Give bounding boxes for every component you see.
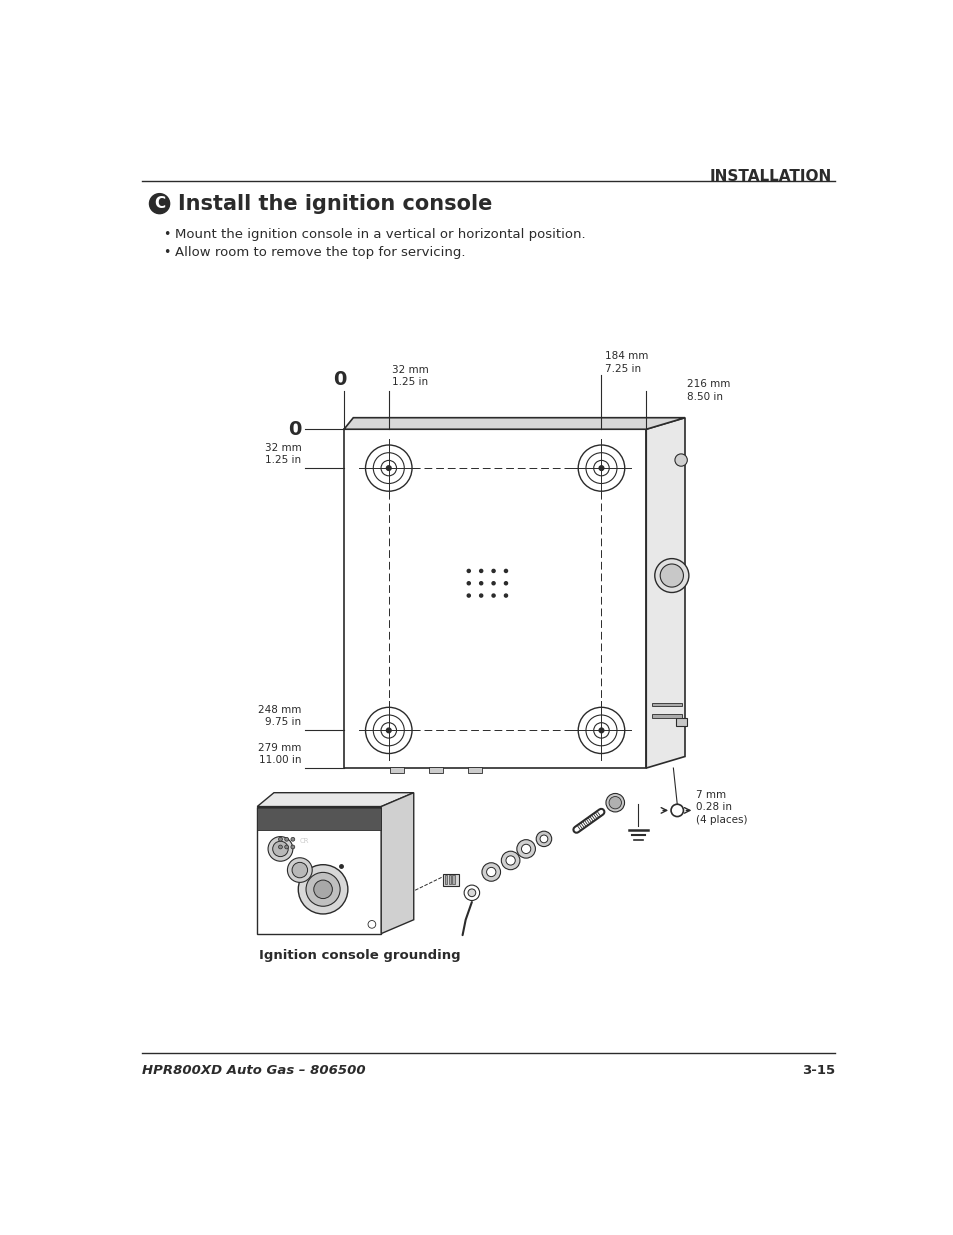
Circle shape (608, 797, 620, 809)
Bar (448, 876, 451, 884)
Circle shape (504, 569, 507, 573)
Text: 216 mm
8.50 in: 216 mm 8.50 in (686, 379, 729, 401)
Text: 7 mm
0.28 in
(4 places): 7 mm 0.28 in (4 places) (695, 790, 746, 825)
Circle shape (284, 845, 289, 848)
Polygon shape (381, 793, 414, 934)
Text: 0: 0 (334, 370, 347, 389)
Circle shape (674, 454, 686, 466)
Polygon shape (645, 417, 684, 768)
Circle shape (504, 594, 507, 597)
Text: 3-15: 3-15 (801, 1063, 835, 1077)
Circle shape (365, 445, 412, 492)
Text: 279 mm
11.00 in: 279 mm 11.00 in (257, 742, 301, 764)
Circle shape (386, 466, 391, 471)
Circle shape (578, 445, 624, 492)
Circle shape (467, 569, 470, 573)
Circle shape (373, 453, 404, 484)
Circle shape (492, 569, 495, 573)
Circle shape (481, 863, 500, 882)
Text: 248 mm
9.75 in: 248 mm 9.75 in (257, 705, 301, 727)
Text: Install the ignition console: Install the ignition console (178, 194, 492, 214)
Circle shape (278, 837, 282, 841)
Text: Mount the ignition console in a vertical or horizontal position.: Mount the ignition console in a vertical… (174, 227, 585, 241)
Bar (257, 806, 381, 934)
Circle shape (306, 872, 340, 906)
Circle shape (500, 851, 519, 869)
Circle shape (298, 864, 348, 914)
Circle shape (291, 845, 294, 848)
Circle shape (593, 722, 609, 739)
Bar (452, 876, 455, 884)
Text: Allow room to remove the top for servicing.: Allow room to remove the top for servici… (174, 246, 465, 259)
Polygon shape (344, 417, 684, 430)
Text: Ignition console grounding: Ignition console grounding (258, 948, 460, 962)
Text: •: • (164, 246, 171, 259)
Circle shape (521, 845, 530, 853)
Bar (257, 808, 381, 830)
Bar (675, 718, 686, 726)
Circle shape (373, 715, 404, 746)
Circle shape (670, 804, 682, 816)
Circle shape (593, 461, 609, 475)
Circle shape (365, 708, 412, 753)
Bar (444, 876, 447, 884)
Bar (390, 767, 404, 773)
Circle shape (598, 466, 603, 471)
Text: 184 mm
7.25 in: 184 mm 7.25 in (604, 352, 647, 374)
Circle shape (467, 594, 470, 597)
Circle shape (505, 856, 515, 864)
Circle shape (150, 194, 170, 214)
Circle shape (468, 889, 476, 897)
Bar (429, 767, 443, 773)
Circle shape (492, 594, 495, 597)
Circle shape (291, 837, 294, 841)
Circle shape (380, 722, 396, 739)
Circle shape (284, 837, 289, 841)
Text: 32 mm
1.25 in: 32 mm 1.25 in (392, 364, 428, 387)
Circle shape (578, 708, 624, 753)
Text: 32 mm
1.25 in: 32 mm 1.25 in (264, 442, 301, 466)
Circle shape (479, 594, 482, 597)
Circle shape (314, 881, 332, 899)
Circle shape (654, 558, 688, 593)
Circle shape (268, 836, 293, 861)
Circle shape (517, 840, 535, 858)
Circle shape (492, 582, 495, 585)
Bar (468, 767, 481, 773)
Circle shape (386, 729, 391, 732)
Text: 0: 0 (288, 420, 301, 438)
Circle shape (368, 920, 375, 929)
Bar (652, 703, 681, 706)
Circle shape (585, 715, 617, 746)
Circle shape (479, 582, 482, 585)
Circle shape (659, 564, 682, 587)
Polygon shape (257, 793, 414, 806)
Bar (344, 430, 645, 768)
Text: CR: CR (299, 839, 309, 845)
Text: C: C (153, 196, 165, 211)
Circle shape (585, 453, 617, 484)
Bar (443, 873, 458, 885)
Circle shape (292, 862, 307, 878)
Circle shape (536, 831, 551, 846)
Bar (652, 714, 681, 718)
Circle shape (273, 841, 288, 857)
Circle shape (539, 835, 547, 842)
Text: •: • (164, 227, 171, 241)
Circle shape (605, 793, 624, 811)
Text: INSTALLATION: INSTALLATION (709, 169, 831, 184)
Circle shape (278, 845, 282, 848)
Circle shape (598, 729, 603, 732)
Circle shape (380, 461, 396, 475)
Circle shape (467, 582, 470, 585)
Text: HPR800XD Auto Gas – 806500: HPR800XD Auto Gas – 806500 (142, 1063, 366, 1077)
Circle shape (287, 858, 312, 882)
Circle shape (486, 867, 496, 877)
Circle shape (479, 569, 482, 573)
Circle shape (464, 885, 479, 900)
Circle shape (504, 582, 507, 585)
